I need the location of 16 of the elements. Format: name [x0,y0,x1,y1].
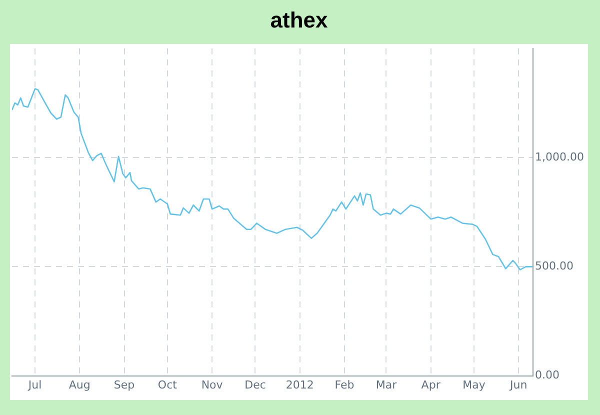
y-tick-label: 1,000.00 [535,150,584,164]
x-tick-label: Feb [334,378,354,392]
x-tick-label: Aug [68,378,90,392]
y-tick-label: 0.00 [535,368,560,382]
x-tick-label: Oct [158,378,178,392]
chart-title: athex [270,7,328,32]
y-tick-label: 500.00 [535,260,574,273]
x-tick-label: Dec [244,378,266,392]
x-tick-label: 2012 [286,378,314,392]
x-tick-label: Mar [376,378,398,392]
x-tick-label: Sep [114,378,135,392]
x-tick-label: May [462,378,486,392]
x-tick-label: Apr [421,378,441,392]
x-tick-label: Nov [201,378,224,392]
x-tick-label: Jun [509,378,528,392]
x-tick-label: Jul [27,378,42,392]
